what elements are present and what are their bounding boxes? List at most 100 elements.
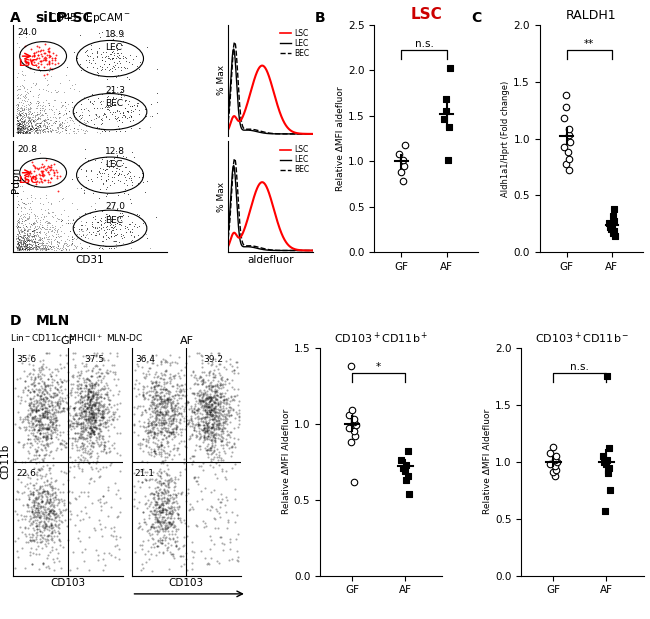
Point (12, 104, 22, 114)
Point (112, 45, 122, 55)
Point (40, 402, 50, 412)
Point (441, 106, 452, 116)
Point (91, 413, 101, 423)
Point (23, 506, 34, 516)
Point (44, 513, 55, 523)
Point (41, 217, 51, 227)
Point (152, 413, 162, 423)
Point (27, 504, 37, 514)
Point (16, 126, 26, 136)
Point (164, 449, 174, 459)
Point (26, 428, 36, 438)
Point (153, 470, 164, 480)
Point (32, 128, 42, 138)
Point (163, 512, 174, 522)
Point (35, 501, 46, 511)
Point (207, 399, 217, 409)
Point (130, 103, 140, 113)
Point (86, 415, 97, 425)
Point (88, 62, 99, 72)
Point (70, 402, 81, 412)
Point (214, 419, 224, 429)
Point (83, 409, 94, 419)
Point (95, 32, 105, 41)
Point (27, 112, 38, 122)
Point (96, 396, 107, 406)
Point (209, 354, 220, 364)
Point (229, 365, 239, 375)
Point (61, 238, 72, 248)
Point (14, 232, 24, 241)
Point (38, 428, 48, 438)
Point (195, 399, 205, 409)
Point (144, 427, 154, 437)
Point (206, 394, 216, 404)
Point (25, 97, 35, 107)
Point (34, 222, 44, 232)
Point (41, 435, 51, 444)
Point (223, 408, 233, 418)
Point (106, 550, 116, 560)
Point (56, 381, 66, 391)
Point (12, 72, 22, 82)
Point (86, 409, 96, 418)
Point (70, 387, 81, 397)
Point (150, 416, 161, 426)
Point (14, 240, 24, 250)
Point (142, 233, 152, 243)
Point (42, 387, 53, 397)
Point (67, 440, 77, 450)
Point (42, 531, 52, 541)
Point (42, 218, 52, 228)
Point (32, 241, 43, 251)
Point (133, 439, 143, 449)
Point (216, 387, 227, 397)
Point (113, 99, 124, 109)
Point (162, 409, 173, 419)
Point (155, 427, 165, 437)
Point (88, 438, 98, 448)
Point (19, 238, 29, 248)
Point (38, 240, 48, 250)
Point (53, 123, 63, 133)
Point (138, 387, 148, 397)
Point (92, 495, 103, 505)
Point (13, 69, 23, 79)
Point (99, 422, 110, 431)
Point (209, 396, 220, 405)
Point (103, 243, 114, 253)
Point (211, 421, 222, 431)
Point (57, 235, 67, 245)
Point (101, 391, 112, 400)
Point (12, 245, 23, 254)
Point (183, 397, 194, 407)
Point (31, 402, 42, 412)
Point (161, 524, 171, 534)
Point (38, 509, 49, 519)
Point (222, 437, 233, 447)
Point (92, 171, 103, 181)
Point (14, 127, 25, 137)
Point (20, 238, 30, 248)
Point (40, 228, 51, 238)
Point (32, 434, 42, 444)
Point (40, 433, 50, 443)
Point (222, 374, 232, 384)
Point (213, 456, 223, 465)
Point (40, 521, 51, 531)
Point (564, 165, 574, 175)
Point (223, 430, 233, 439)
Point (25, 456, 36, 466)
Point (29, 509, 39, 519)
Point (176, 386, 186, 396)
Point (90, 545, 101, 555)
Point (206, 445, 216, 455)
Point (193, 398, 203, 408)
Point (212, 412, 222, 422)
Point (12, 233, 23, 243)
Point (44, 503, 54, 513)
Point (100, 437, 110, 447)
Point (25, 116, 35, 126)
Point (45, 495, 55, 504)
Point (564, 154, 575, 164)
